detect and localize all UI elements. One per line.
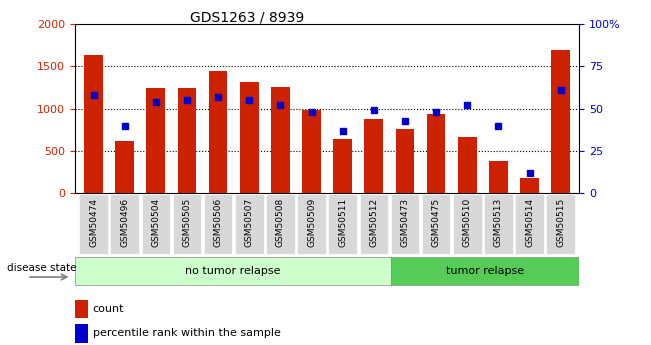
Text: GSM50511: GSM50511 <box>339 198 347 247</box>
Text: GSM50504: GSM50504 <box>151 198 160 247</box>
Text: GSM50513: GSM50513 <box>494 198 503 247</box>
Bar <box>115 141 134 193</box>
Text: GSM50512: GSM50512 <box>369 198 378 247</box>
FancyBboxPatch shape <box>328 195 357 254</box>
Bar <box>391 257 579 285</box>
Bar <box>75 300 88 318</box>
Bar <box>520 178 539 193</box>
Bar <box>551 49 570 193</box>
Text: GSM50508: GSM50508 <box>276 198 285 247</box>
Text: GSM50515: GSM50515 <box>556 198 565 247</box>
FancyBboxPatch shape <box>111 195 139 254</box>
Text: no tumor relapse: no tumor relapse <box>185 266 281 276</box>
FancyBboxPatch shape <box>422 195 450 254</box>
Bar <box>396 129 414 193</box>
FancyBboxPatch shape <box>391 195 419 254</box>
Bar <box>489 161 508 193</box>
FancyBboxPatch shape <box>298 195 326 254</box>
Text: GSM50505: GSM50505 <box>182 198 191 247</box>
Text: GDS1263 / 8939: GDS1263 / 8939 <box>190 10 305 24</box>
FancyBboxPatch shape <box>359 195 388 254</box>
Text: disease state: disease state <box>7 263 76 273</box>
Text: GSM50496: GSM50496 <box>120 198 129 247</box>
FancyBboxPatch shape <box>204 195 232 254</box>
Bar <box>302 110 321 193</box>
FancyBboxPatch shape <box>515 195 544 254</box>
FancyBboxPatch shape <box>484 195 513 254</box>
Text: GSM50510: GSM50510 <box>463 198 472 247</box>
FancyBboxPatch shape <box>546 195 575 254</box>
Text: tumor relapse: tumor relapse <box>446 266 524 276</box>
Bar <box>271 87 290 193</box>
Bar <box>84 55 103 193</box>
Bar <box>178 88 197 193</box>
FancyBboxPatch shape <box>79 195 108 254</box>
Text: GSM50475: GSM50475 <box>432 198 441 247</box>
Bar <box>240 82 258 193</box>
Bar <box>146 88 165 193</box>
FancyBboxPatch shape <box>173 195 201 254</box>
Text: GSM50474: GSM50474 <box>89 198 98 247</box>
Bar <box>75 324 88 343</box>
FancyBboxPatch shape <box>266 195 295 254</box>
Bar <box>209 71 227 193</box>
Bar <box>427 114 445 193</box>
Text: GSM50507: GSM50507 <box>245 198 254 247</box>
Text: GSM50506: GSM50506 <box>214 198 223 247</box>
Text: GSM50509: GSM50509 <box>307 198 316 247</box>
FancyBboxPatch shape <box>141 195 170 254</box>
Bar <box>365 119 383 193</box>
Bar <box>333 139 352 193</box>
Text: percentile rank within the sample: percentile rank within the sample <box>93 328 281 338</box>
Text: GSM50473: GSM50473 <box>400 198 409 247</box>
FancyBboxPatch shape <box>453 195 482 254</box>
Bar <box>458 137 477 193</box>
FancyBboxPatch shape <box>235 195 264 254</box>
Text: GSM50514: GSM50514 <box>525 198 534 247</box>
Bar <box>75 257 391 285</box>
Text: count: count <box>93 304 124 314</box>
